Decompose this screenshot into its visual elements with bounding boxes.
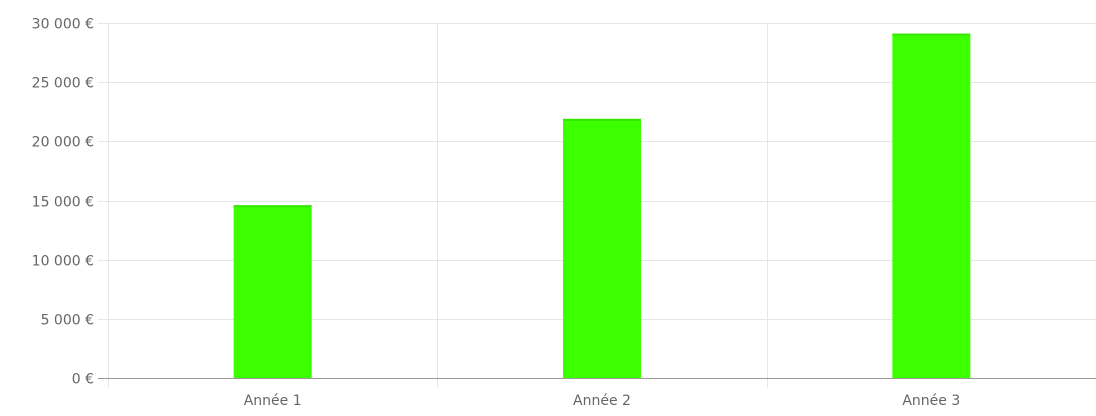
x-category-label: Année 1	[244, 393, 302, 409]
y-tick-label: 5 000 €	[41, 313, 94, 329]
labels-layer: 0 € 5 000 € 10 000 € 15 000 € 20 000 € 25 000…	[32, 17, 961, 410]
y-tick-label: 20 000 €	[32, 135, 94, 151]
y-tick-label: 10 000 €	[32, 254, 94, 270]
y-tick-label: 0 €	[72, 372, 94, 388]
axis-layer	[98, 23, 1096, 379]
y-tick-label: 25 000 €	[32, 76, 94, 92]
bars-layer	[233, 33, 971, 379]
bar-1[interactable]	[233, 205, 312, 378]
bar-3[interactable]	[892, 33, 971, 379]
bar-2[interactable]	[563, 118, 641, 378]
y-tick-label: 30 000 €	[32, 17, 94, 33]
x-category-label: Année 2	[573, 393, 631, 409]
x-category-label: Année 3	[902, 393, 960, 409]
y-tick-label: 15 000 €	[32, 195, 94, 211]
